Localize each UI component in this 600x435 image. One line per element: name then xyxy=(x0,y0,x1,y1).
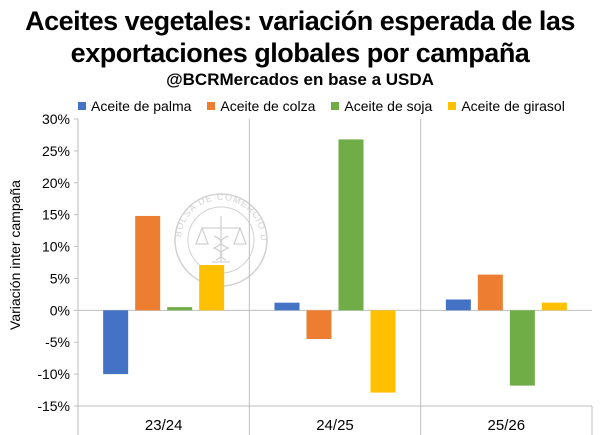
chart-title-line-2: exportaciones globales por campaña xyxy=(70,38,530,68)
chart-legend: Aceite de palma Aceite de colza Aceite d… xyxy=(78,98,581,114)
legend-swatch-girasol xyxy=(448,102,457,110)
legend-swatch-soja xyxy=(331,102,340,110)
bar-aceite-de-soja xyxy=(509,310,535,386)
chart-subtitle: @BCRMercados en base a USDA xyxy=(166,70,434,89)
x-axis-ticks: 23/24 24/25 25/26 xyxy=(145,417,525,434)
y-tick-label: -15% xyxy=(37,398,70,414)
bar-aceite-de-colza xyxy=(135,215,161,311)
legend-swatch-colza xyxy=(207,102,216,110)
scales-caduceus-seal-icon xyxy=(195,216,247,263)
bar-aceite-de-colza xyxy=(306,310,332,340)
y-tick-label: 25% xyxy=(42,143,70,159)
bar-aceite-de-girasol xyxy=(199,265,225,311)
legend-item-girasol: Aceite de girasol xyxy=(448,98,565,114)
bar-aceite-de-girasol xyxy=(541,302,567,311)
bar-aceite-de-palma xyxy=(445,299,471,311)
x-tick-label: 23/24 xyxy=(145,417,183,434)
bar-aceite-de-girasol xyxy=(370,310,396,393)
bar-aceite-de-soja xyxy=(167,307,193,311)
legend-swatch-palma xyxy=(78,102,86,110)
chart-axes xyxy=(77,119,593,435)
x-tick-label: 25/26 xyxy=(488,417,526,434)
watermark-seal: BOLSA DE COMERCIO DE ROSARIO xyxy=(0,0,269,287)
y-tick-label: 0% xyxy=(50,302,70,318)
legend-item-palma: Aceite de palma xyxy=(78,98,191,114)
chart-title-line-1: Aceites vegetales: variación esperada de… xyxy=(25,6,575,36)
y-tick-label: 10% xyxy=(42,239,70,255)
bar-aceite-de-palma xyxy=(274,302,300,311)
y-tick-label: 30% xyxy=(42,111,70,127)
seal-text: BOLSA DE COMERCIO DE ROSARIO xyxy=(0,0,269,242)
legend-label-colza: Aceite de colza xyxy=(220,98,316,114)
legend-label-girasol: Aceite de girasol xyxy=(461,98,565,114)
legend-label-palma: Aceite de palma xyxy=(91,98,192,114)
legend-item-soja: Aceite de soja xyxy=(331,98,432,114)
y-tick-label: 20% xyxy=(42,175,70,191)
legend-label-soja: Aceite de soja xyxy=(344,98,433,114)
bar-aceite-de-colza xyxy=(477,274,503,311)
y-tick-label: -5% xyxy=(45,334,70,350)
y-axis-ticks: 30% 25% 20% 15% 10% 5% 0% -5% -10% -15% xyxy=(37,111,78,414)
bar-aceite-de-palma xyxy=(103,310,129,375)
x-tick-label: 24/25 xyxy=(316,417,354,434)
bar-aceite-de-soja xyxy=(338,139,364,311)
y-tick-label: 5% xyxy=(50,270,70,286)
y-tick-label: -10% xyxy=(37,366,70,382)
y-tick-label: 15% xyxy=(42,207,70,223)
chart-bars xyxy=(103,139,567,393)
legend-item-colza: Aceite de colza xyxy=(207,98,315,114)
